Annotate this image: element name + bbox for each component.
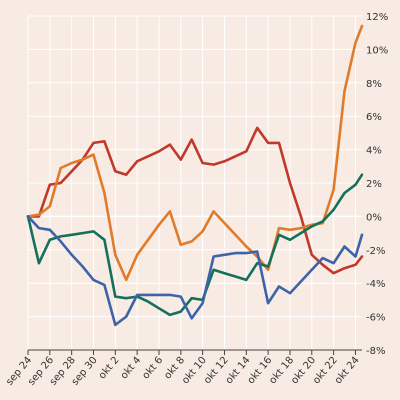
y-tick-label: 12% (366, 12, 388, 23)
x-axis (27, 349, 362, 355)
y-axis-labels: -8% -6% -4% -2% 0% 2% 4% 6% 8% 10% 12% (366, 12, 388, 357)
series-line-4 (26, 215, 364, 327)
series-lines (26, 24, 364, 327)
y-tick-label: 0% (366, 212, 382, 223)
x-tick-label: okt 2 (97, 355, 122, 382)
y-tick-label: -8% (366, 346, 385, 357)
x-tick-label: okt 24 (333, 355, 362, 386)
y-tick-label: 4% (366, 146, 382, 157)
y-tick-label: -2% (366, 246, 385, 257)
gridlines (27, 15, 362, 351)
series-line-1 (26, 126, 364, 275)
y-tick-label: 8% (366, 79, 382, 90)
series-line-2 (26, 24, 364, 282)
y-tick-label: 2% (366, 179, 382, 190)
y-tick-label: -4% (366, 279, 385, 290)
y-tick-label: -6% (366, 313, 385, 324)
series-line-3 (26, 173, 364, 317)
y-tick-label: 10% (366, 45, 388, 56)
x-tick-label: okt 6 (141, 355, 166, 382)
y-tick-label: 6% (366, 112, 382, 123)
x-tick-label: okt 4 (119, 355, 144, 382)
